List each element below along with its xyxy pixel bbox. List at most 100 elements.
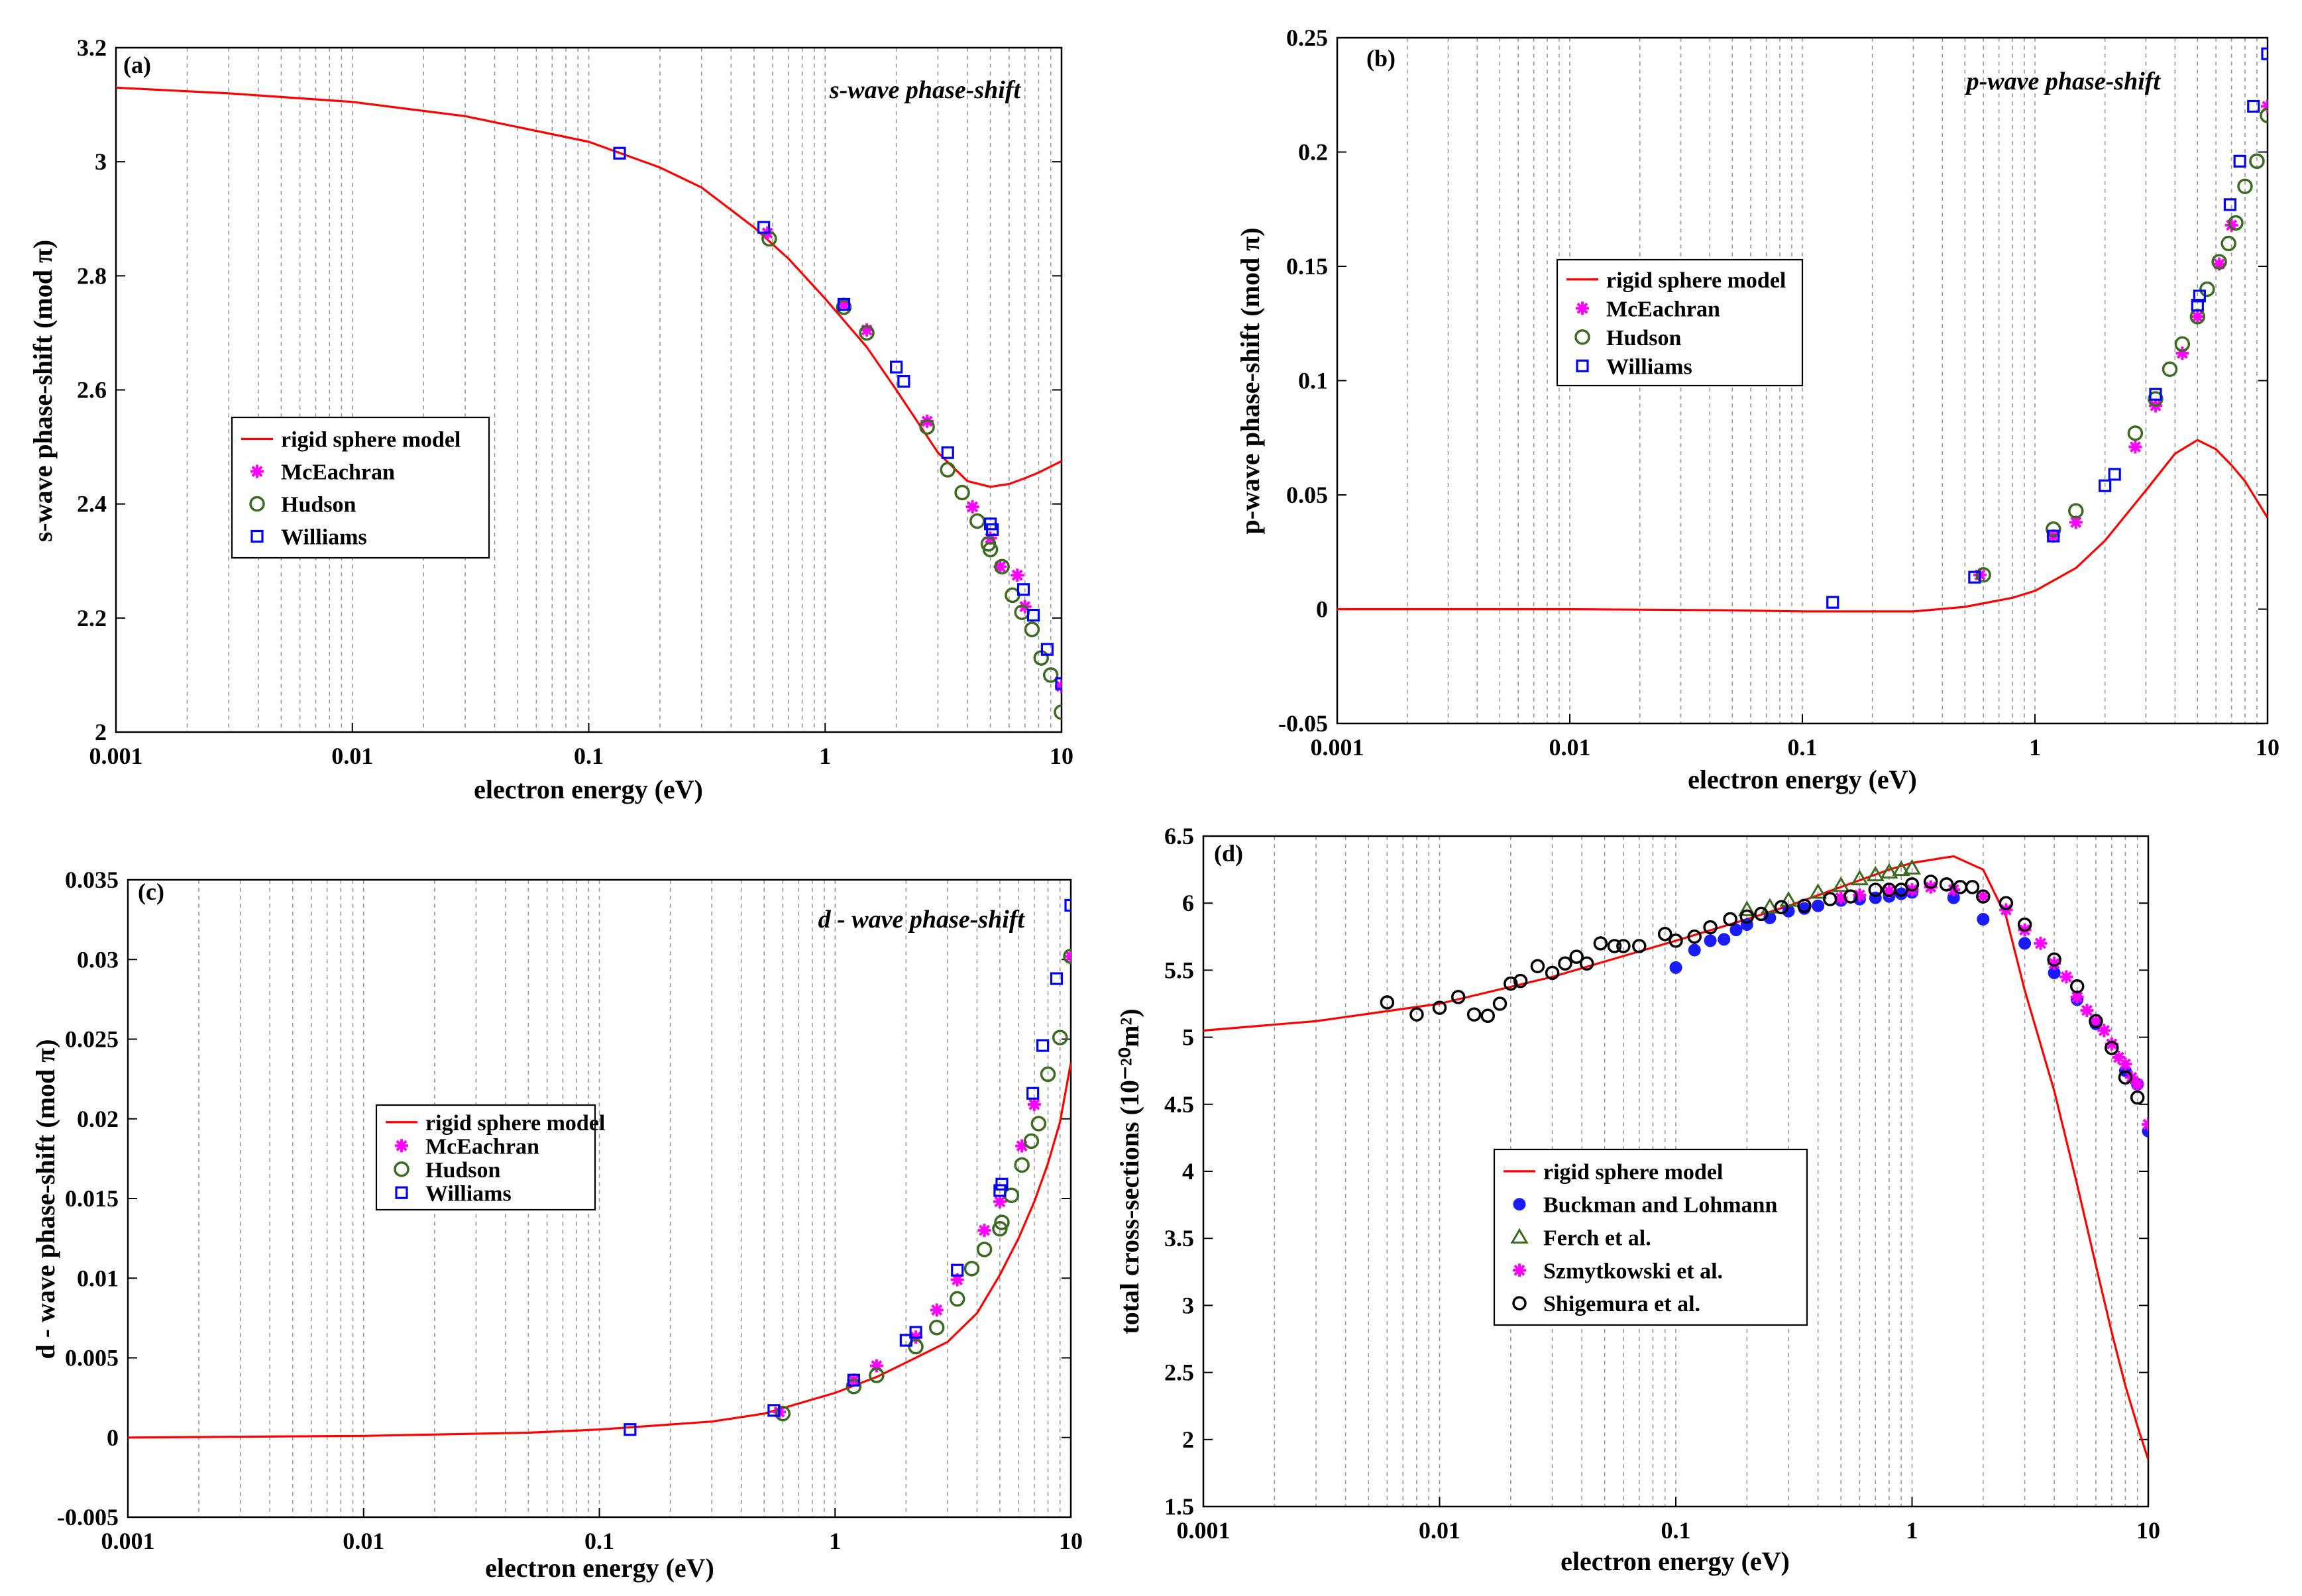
data-point-williams [613, 146, 626, 160]
data-point-hudson [1023, 1133, 1040, 1149]
data-point-buckman-and-lohmann [2018, 937, 2032, 950]
y-tick-label: 2.2 [77, 605, 107, 631]
data-point-shigemura-et-al [1504, 976, 1518, 991]
y-tick-label: 0 [1316, 596, 1328, 623]
data-point-szmytkowski-et-al [2142, 1118, 2148, 1132]
panel-a: 0.001 0.01 0.1 1 10 2 2.2 2.4 2.6 2.8 3 3.2 rigid sp… [28, 34, 1073, 804]
legend-box [1556, 258, 1804, 387]
data-point-shigemura-et-al [1492, 996, 1507, 1011]
x-tick-label: 0.01 [1419, 1517, 1460, 1544]
data-point-ferch-et-al [1866, 865, 1885, 882]
data-point-shigemura-et-al [1923, 875, 1938, 889]
data-point-hudson [869, 1367, 885, 1383]
data-point-shigemura-et-al [1593, 936, 1608, 951]
data-point-hudson [982, 541, 999, 558]
panel-tag: (c) [138, 878, 164, 905]
data-point-shigemura-et-al [1466, 1007, 1482, 1022]
y-tick-label: -0.005 [57, 1504, 119, 1530]
data-point-williams [986, 523, 999, 537]
data-point-williams [767, 1404, 781, 1417]
data-point-ferch-et-al [1737, 900, 1756, 916]
data-point-shigemura-et-al [1868, 882, 1883, 897]
y-tick-label: 0.2 [1298, 139, 1328, 166]
data-point-shigemura-et-al [1754, 906, 1769, 922]
data-point-szmytkowski-et-al [2097, 1024, 2111, 1037]
x-tick-label: 10 [1050, 743, 1073, 769]
data-point-mceachran [977, 1224, 991, 1238]
data-point-williams [1968, 570, 1981, 584]
data-point-williams [2261, 47, 2268, 60]
data-point-williams [847, 1373, 861, 1387]
y-tick-label: -0.05 [1278, 710, 1328, 737]
y-tick-label: 3 [1182, 1292, 1194, 1318]
data-point-shigemura-et-al [1774, 900, 1789, 915]
data-point-szmytkowski-et-al [2034, 936, 2048, 950]
data-point-shigemura-et-al [1669, 933, 1683, 948]
data-point-hudson [2220, 235, 2236, 252]
data-point-shigemura-et-al [1569, 949, 1584, 964]
data-point-hudson [954, 484, 970, 501]
data-point-szmytkowski-et-al [1947, 882, 1961, 896]
legend-label: Hudson [281, 493, 356, 517]
series-layer [1337, 47, 2268, 613]
y-tick-label: 0.03 [77, 946, 119, 973]
data-point-williams [2047, 529, 2060, 543]
data-point-hudson [2148, 391, 2164, 407]
data-point-shigemura-et-al [1558, 956, 1572, 971]
data-point-shigemura-et-al [1657, 927, 1672, 941]
data-point-williams [909, 1326, 922, 1339]
y-tick-label: 3.5 [1164, 1225, 1194, 1251]
data-point-williams [1040, 643, 1054, 656]
data-point-ferch-et-al [1809, 883, 1828, 899]
data-point-szmytkowski-et-al [1882, 884, 1896, 898]
data-point-williams [897, 374, 910, 388]
y-tick-label: 3.2 [77, 34, 107, 61]
legend-marker-swatch [395, 1139, 408, 1153]
y-tick-label: 6.5 [1164, 823, 1194, 849]
x-tick-label: 0.1 [584, 1528, 614, 1554]
data-point-williams [2191, 299, 2204, 312]
legend-label: rigid sphere model [1606, 268, 1786, 293]
data-point-buckman-and-lohmann [1688, 943, 1701, 957]
panel-tag: (b) [1366, 45, 1396, 72]
data-point-hudson [2260, 107, 2268, 124]
data-point-shigemura-et-al [2118, 1070, 2133, 1085]
data-point-buckman-and-lohmann [1977, 912, 1990, 926]
data-point-hudson [976, 1242, 993, 1257]
y-tick-label: 0.035 [65, 867, 119, 893]
data-point-williams [624, 1423, 637, 1436]
data-point-mceachran [993, 1195, 1007, 1208]
data-point-shigemura-et-al [1432, 1000, 1447, 1015]
y-tick-label: 0.05 [1286, 482, 1328, 508]
data-point-buckman-and-lohmann [1669, 961, 1682, 974]
data-point-shigemura-et-al [1939, 877, 1954, 892]
chart-title: s-wave phase-shift [829, 76, 1022, 104]
chart-title: d - wave phase-shift [818, 906, 1026, 933]
data-point-hudson [994, 1214, 1010, 1230]
legend-label: McEachran [1606, 297, 1720, 321]
y-axis-label: d - wave phase-shift (mod π) [30, 1039, 60, 1359]
data-point-williams [995, 1177, 1009, 1191]
data-point-shigemura-et-al [1616, 939, 1631, 953]
legend-marker-swatch [1512, 1296, 1527, 1310]
data-point-hudson [2199, 281, 2215, 297]
data-point-mceachran [2128, 440, 2142, 454]
y-tick-label: 0.15 [1286, 253, 1328, 280]
data-point-szmytkowski-et-al [2089, 1014, 2103, 1028]
data-point-shigemura-et-al [1545, 965, 1560, 981]
x-tick-label: 10 [1059, 1528, 1083, 1554]
data-point-hudson [992, 1220, 1008, 1237]
panel-b: 0.001 0.01 0.1 1 10 -0.05 0 0.05 0.1 0.15 0.2 0.25 r… [1235, 25, 2279, 794]
data-point-williams [951, 1263, 964, 1277]
y-tick-label: 0.25 [1286, 25, 1328, 51]
legend-marker-swatch [1576, 301, 1589, 315]
data-point-shigemura-et-al [1480, 1008, 1496, 1023]
x-axis-label: electron energy (eV) [1561, 1546, 1790, 1576]
data-point-hudson [1052, 1030, 1068, 1045]
data-point-shigemura-et-al [1703, 920, 1718, 935]
y-tick-label: 1.5 [1164, 1493, 1194, 1520]
x-tick-label: 1 [819, 743, 831, 769]
x-tick-label: 0.1 [574, 743, 604, 769]
y-tick-label: 4.5 [1164, 1091, 1194, 1118]
panel-tag: (d) [1214, 840, 1243, 867]
